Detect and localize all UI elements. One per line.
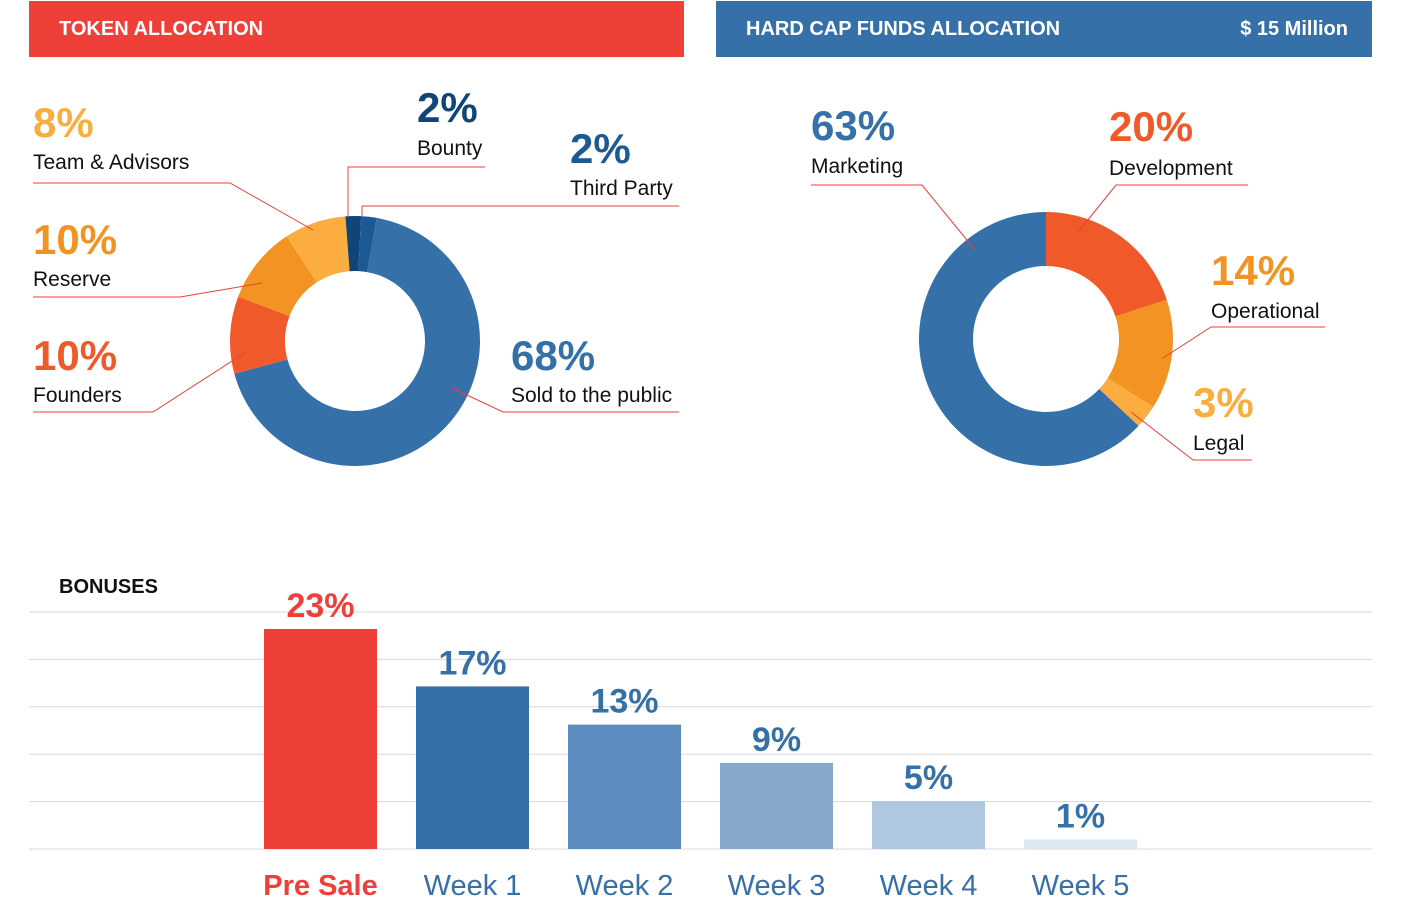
bar-value-week-2: 13% xyxy=(590,683,658,721)
leader-line-development xyxy=(1078,184,1248,232)
bar-week-4 xyxy=(872,801,985,849)
slice-value-third-party: 2% xyxy=(570,125,631,172)
label-sold-to-the-public: 68% Sold to the public xyxy=(451,332,679,413)
bar-value-week-3: 9% xyxy=(752,721,801,759)
slice-founders xyxy=(230,296,290,374)
leader-line-legal xyxy=(1130,411,1252,461)
slice-value-founders: 10% xyxy=(33,332,117,379)
label-marketing: 63% Marketing xyxy=(811,102,976,251)
slice-marketing xyxy=(918,212,1139,467)
slice-value-reserve: 10% xyxy=(33,216,117,263)
slice-label-legal: Legal xyxy=(1193,432,1244,455)
token-allocation-donut xyxy=(230,216,481,466)
label-founders: 10% Founders xyxy=(33,332,247,413)
slice-label-bounty: Bounty xyxy=(417,137,483,160)
category-label-week-5: Week 5 xyxy=(1032,870,1130,897)
leader-line-team-advisors xyxy=(33,182,314,231)
bar-value-week-4: 5% xyxy=(904,759,953,797)
bar-value-pre-sale: 23% xyxy=(286,587,354,625)
bonuses-chart: BONUSES 23% Pre Sale 17% Week 1 13% Week 2 9% W… xyxy=(29,576,1372,897)
label-team-advisors: 8% Team & Advisors xyxy=(33,99,314,231)
category-label-week-2: Week 2 xyxy=(576,870,674,897)
label-legal: 3% Legal xyxy=(1130,379,1254,461)
label-bounty: 2% Bounty xyxy=(347,84,485,216)
bar-value-week-1: 17% xyxy=(438,644,506,682)
slice-label-third-party: Third Party xyxy=(570,177,673,200)
leader-line-sold-to-the-public xyxy=(451,387,679,413)
slice-team-advisors xyxy=(286,216,350,283)
token-allocation-labels: 68% Sold to the public 10% Founders 10% Reser… xyxy=(33,84,679,413)
label-operational: 14% Operational xyxy=(1162,247,1325,359)
slice-value-operational: 14% xyxy=(1211,247,1295,294)
slice-third-party xyxy=(358,216,377,273)
bar-pre-sale xyxy=(264,629,377,849)
slice-legal xyxy=(1099,378,1154,426)
leader-line-bounty xyxy=(347,166,485,216)
category-label-week-3: Week 3 xyxy=(728,870,826,897)
token-allocation-title: TOKEN ALLOCATION xyxy=(59,18,264,40)
token-allocation-header: TOKEN ALLOCATION xyxy=(29,1,684,57)
slice-reserve xyxy=(238,236,317,317)
slice-value-marketing: 63% xyxy=(811,102,895,149)
leader-line-operational xyxy=(1162,326,1325,359)
slice-value-bounty: 2% xyxy=(417,84,478,131)
leader-line-third-party xyxy=(361,205,679,216)
funds-allocation-header: HARD CAP FUNDS ALLOCATION $ 15 Million xyxy=(716,1,1372,57)
leader-line-marketing xyxy=(811,184,976,251)
category-label-week-1: Week 1 xyxy=(424,870,522,897)
funds-allocation-donut xyxy=(918,212,1173,467)
hard-cap-amount: $ 15 Million xyxy=(1240,18,1348,40)
bonuses-title: BONUSES xyxy=(59,576,158,598)
slice-label-team-advisors: Team & Advisors xyxy=(33,151,189,174)
slice-value-legal: 3% xyxy=(1193,379,1254,426)
label-third-party: 2% Third Party xyxy=(361,125,679,216)
funds-allocation-labels: 20% Development 14% Operational 3% Legal 63% Ma… xyxy=(811,102,1325,461)
slice-value-sold-to-the-public: 68% xyxy=(511,332,595,379)
slice-label-sold-to-the-public: Sold to the public xyxy=(511,384,672,407)
slice-sold-to-the-public xyxy=(234,217,481,466)
funds-allocation-title: HARD CAP FUNDS ALLOCATION xyxy=(746,18,1061,40)
leader-line-founders xyxy=(33,351,247,413)
slice-value-team-advisors: 8% xyxy=(33,99,94,146)
slice-label-operational: Operational xyxy=(1211,300,1320,323)
bar-week-2 xyxy=(568,724,681,849)
slice-operational xyxy=(1107,299,1173,408)
slice-label-founders: Founders xyxy=(33,384,122,407)
category-label-week-4: Week 4 xyxy=(880,870,978,897)
category-label-pre-sale: Pre Sale xyxy=(263,870,377,897)
label-development: 20% Development xyxy=(1078,103,1248,232)
slice-development xyxy=(1046,212,1167,317)
bar-week-1 xyxy=(416,686,529,849)
slice-label-reserve: Reserve xyxy=(33,268,111,291)
label-reserve: 10% Reserve xyxy=(33,216,263,298)
slice-label-development: Development xyxy=(1109,157,1233,180)
leader-line-reserve xyxy=(33,282,263,298)
slice-label-marketing: Marketing xyxy=(811,155,903,178)
bar-week-3 xyxy=(720,762,833,849)
slice-value-development: 20% xyxy=(1109,103,1193,150)
bar-value-week-5: 1% xyxy=(1056,797,1105,835)
slice-bounty xyxy=(345,216,362,272)
bar-week-5 xyxy=(1024,839,1137,849)
